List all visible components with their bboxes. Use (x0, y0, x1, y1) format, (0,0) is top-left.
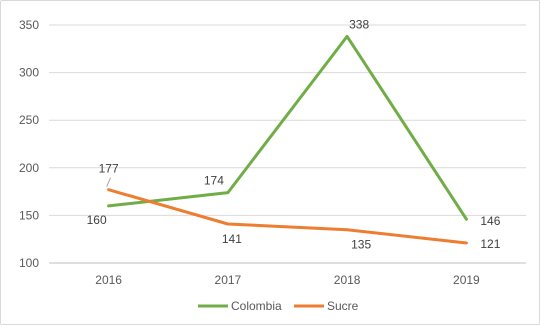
data-label-sucre-2018: 135 (351, 238, 371, 252)
y-tick-label-100: 100 (19, 256, 39, 270)
series-line-colombia (107, 34, 468, 221)
data-label-colombia-2016: 160 (87, 213, 107, 227)
data-label-colombia-2018: 338 (349, 17, 369, 31)
y-tick-label-300: 300 (19, 66, 39, 80)
data-label-colombia-2019: 146 (480, 214, 500, 228)
series-line-sucre (107, 188, 468, 245)
legend-label-colombia: Colombia (231, 299, 282, 313)
data-label-colombia-2017: 174 (204, 174, 224, 188)
data-label-sucre-2019: 121 (480, 237, 500, 251)
data-label-sucre-2016: 177 (99, 162, 119, 176)
x-tick-label-2019: 2019 (453, 273, 480, 287)
y-tick-label-250: 250 (19, 113, 39, 127)
x-tick-label-2017: 2017 (215, 273, 242, 287)
y-tick-label-200: 200 (19, 161, 39, 175)
x-tick-label-2016: 2016 (95, 273, 122, 287)
y-tick-label-150: 150 (19, 208, 39, 222)
data-label-sucre-2017: 141 (222, 232, 242, 246)
legend-label-sucre: Sucre (327, 299, 359, 313)
x-tick-label-2018: 2018 (334, 273, 361, 287)
y-tick-label-350: 350 (19, 18, 39, 32)
leader-line-sucre-2016 (106, 177, 112, 187)
